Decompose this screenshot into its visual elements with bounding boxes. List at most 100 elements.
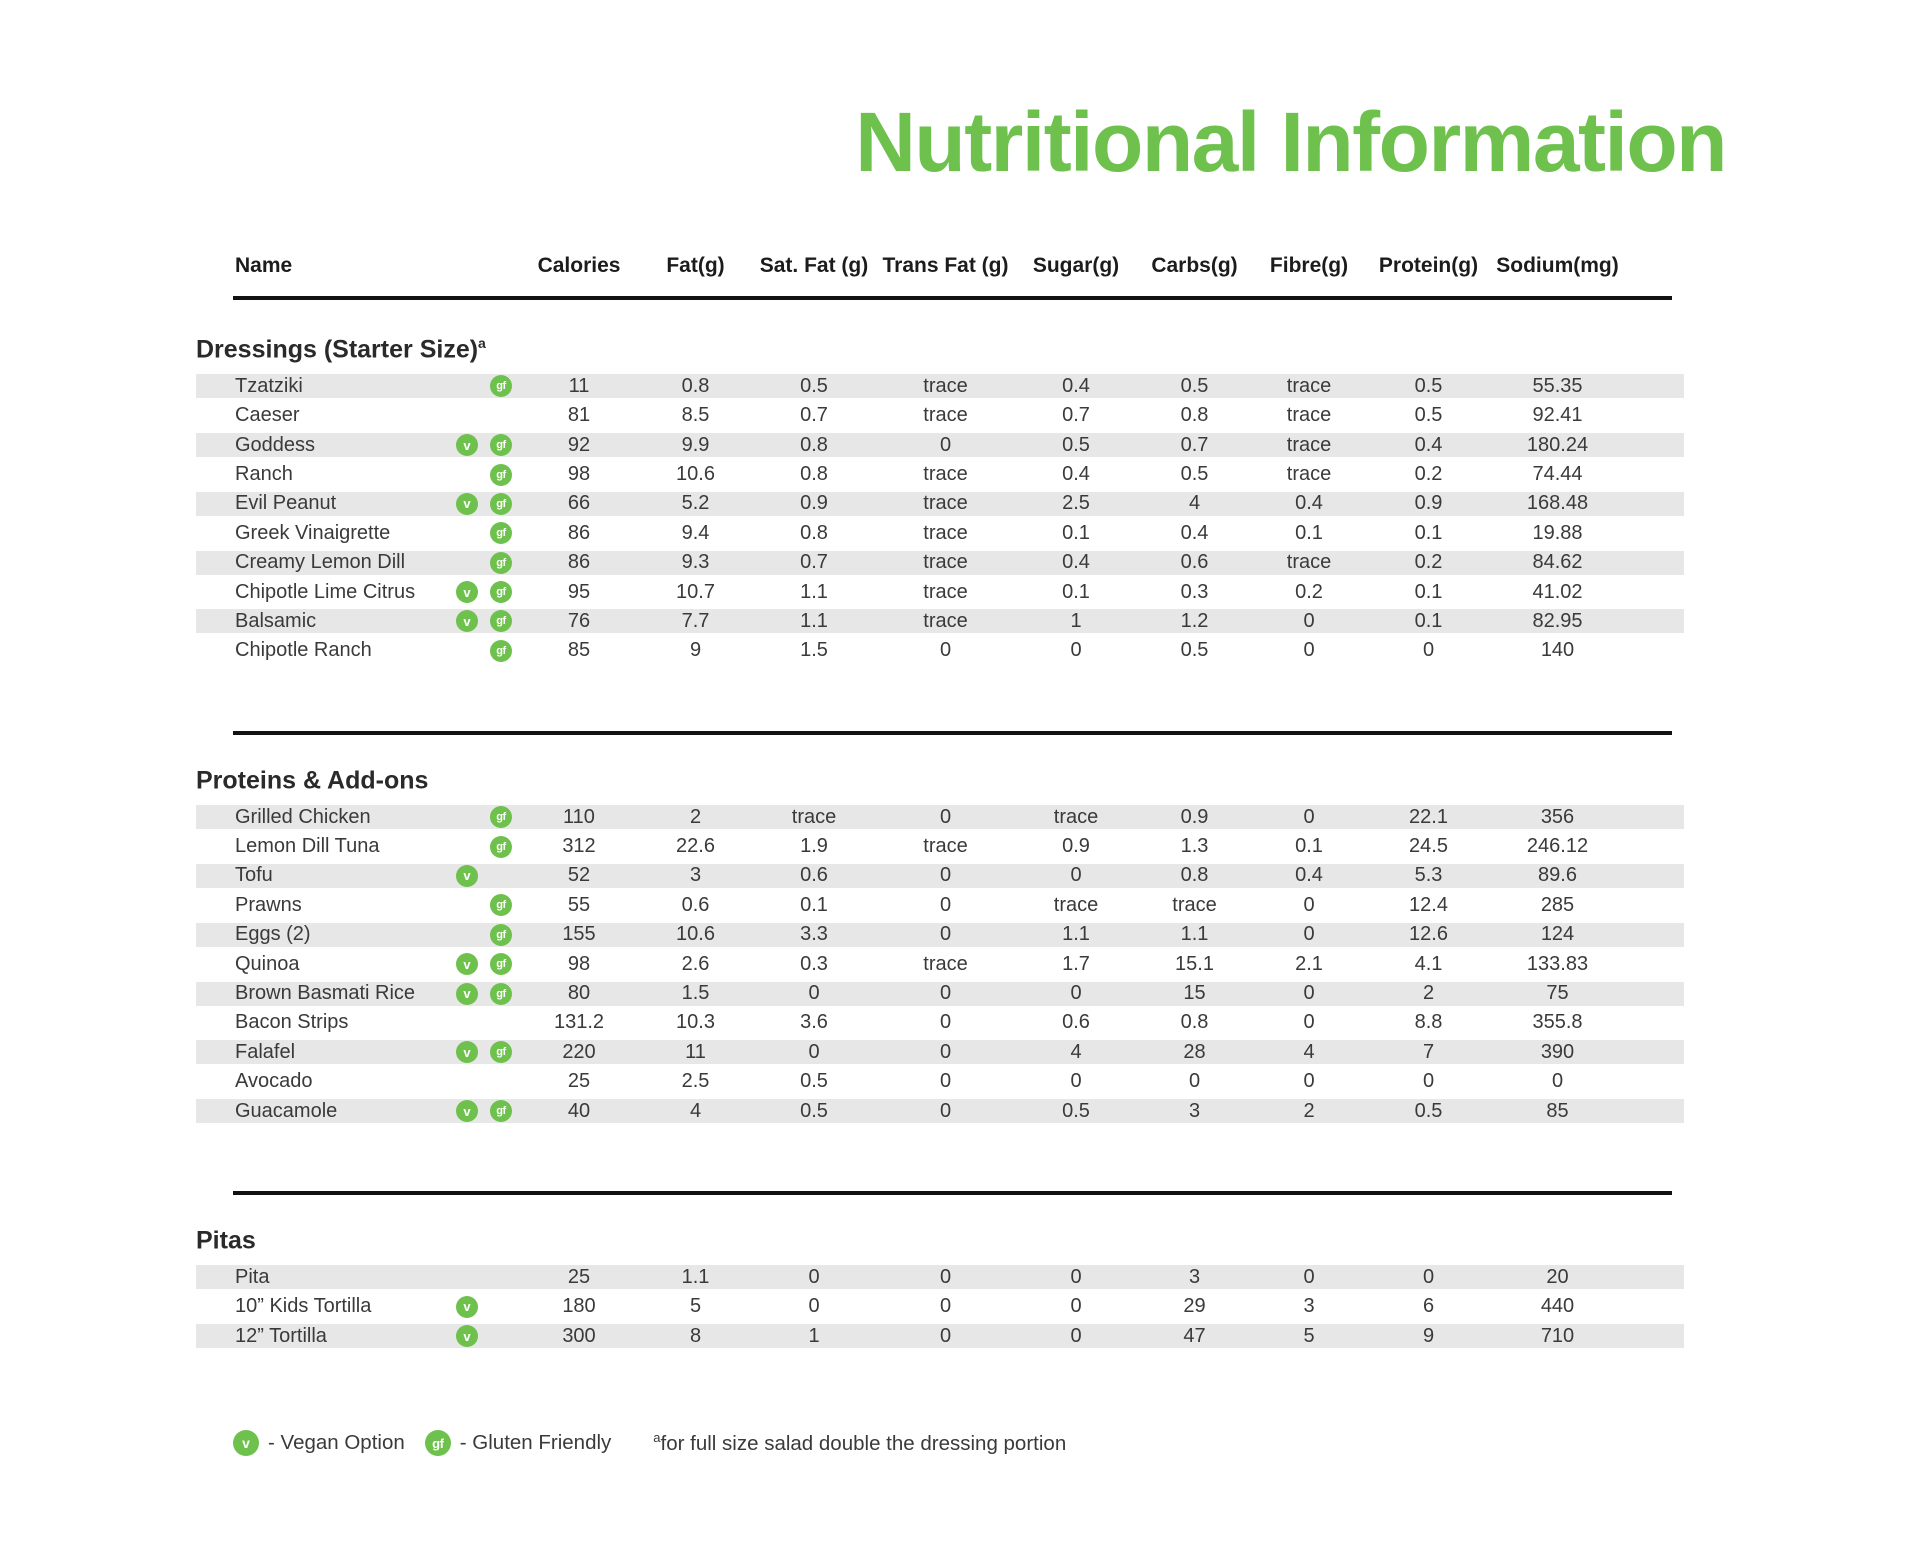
trans-fat-value: 0: [939, 893, 952, 916]
gluten-friendly-icon: gf: [490, 953, 512, 976]
item-name: Tofu: [235, 864, 273, 887]
sugar-value: 4: [1070, 1040, 1082, 1063]
sat-fat-value: 1.1: [800, 609, 828, 632]
sections: Dressings (Starter Size)a Tzatziki gf 11…: [196, 330, 1684, 1349]
item-name: Chipotle Ranch: [235, 639, 372, 662]
item-name: Eggs (2): [235, 923, 311, 946]
fibre-value: 0.4: [1295, 864, 1323, 887]
fibre-value: 0: [1303, 1070, 1315, 1093]
fibre-value: 0: [1303, 982, 1315, 1005]
header-divider: [233, 296, 1672, 300]
item-name: Grilled Chicken: [235, 805, 371, 828]
footnote-superscript: a: [653, 1430, 661, 1446]
sat-fat-value: 1.5: [800, 639, 828, 662]
trans-fat-value: trace: [923, 374, 968, 397]
sodium-value: 74.44: [1532, 463, 1583, 485]
carbs-value: 0.7: [1180, 433, 1209, 456]
item-name: Tzatziki: [235, 374, 303, 397]
trans-fat-value: 0: [939, 1295, 952, 1318]
fat-value: 8.5: [681, 404, 710, 427]
sugar-value: 0.4: [1062, 551, 1090, 574]
gluten-friendly-icon: gf: [490, 610, 512, 633]
sodium-value: 140: [1540, 639, 1575, 662]
trans-fat-value: 0: [939, 805, 952, 828]
table-section: Proteins & Add-ons Grilled Chicken gf 11…: [196, 730, 1684, 1124]
gluten-friendly-icon: gf: [490, 982, 512, 1005]
sat-fat-value: 0: [808, 1265, 820, 1288]
protein-value: 9: [1422, 1324, 1435, 1347]
item-name: Quinoa: [235, 952, 300, 975]
item-name: Caeser: [235, 404, 300, 427]
sodium-value: 75: [1546, 982, 1569, 1005]
fibre-value: trace: [1286, 551, 1332, 574]
trans-fat-value: 0: [939, 639, 952, 662]
sat-fat-value: 3.3: [800, 923, 828, 946]
trans-fat-value: 0: [939, 433, 952, 456]
sat-fat-value: trace: [791, 805, 837, 828]
gluten-friendly-icon-cell: gf: [484, 551, 518, 574]
gluten-legend-label: - Gluten Friendly: [459, 1431, 612, 1454]
carbs-value: 0.5: [1180, 374, 1209, 397]
vegan-icon: v: [456, 434, 478, 457]
table-row: Avocado 25 2.5 0.5 0 0 0 0 0 0: [196, 1070, 1684, 1094]
carbs-value: 28: [1183, 1040, 1206, 1063]
fibre-value: 0.4: [1295, 492, 1323, 515]
gluten-friendly-icon-cell: gf: [484, 375, 518, 398]
vegan-icon: v: [456, 610, 478, 633]
item-name: Chipotle Lime Citrus: [235, 580, 416, 603]
table-row: Prawns gf 55 0.6 0.1 0 trace trace 0 12.…: [196, 893, 1684, 917]
dressing-footnote: afor full size salad double the dressing…: [653, 1430, 1066, 1456]
sugar-value: 0.6: [1062, 1011, 1090, 1034]
calories-value: 86: [567, 551, 591, 574]
vegan-icon: v: [233, 1430, 259, 1456]
gluten-friendly-icon-cell: gf: [484, 835, 518, 858]
sugar-value: 0: [1070, 864, 1082, 887]
table-row: Lemon Dill Tuna gf 312 22.6 1.9 trace 0.…: [196, 835, 1684, 859]
fat-value: 10.6: [676, 463, 715, 485]
vegan-icon: v: [456, 1100, 478, 1123]
item-name: Brown Basmati Rice: [235, 982, 416, 1005]
sugar-value: 0: [1070, 639, 1082, 662]
gluten-friendly-icon: gf: [490, 434, 512, 457]
protein-value: 7: [1422, 1040, 1435, 1063]
fat-value: 10.3: [676, 1011, 715, 1034]
table-row: Brown Basmati Rice v gf 80 1.5 0 0 0 15 …: [196, 981, 1684, 1006]
carbs-value: trace: [1172, 893, 1217, 916]
calories-value: 131.2: [553, 1011, 605, 1034]
sat-fat-value: 0: [808, 1295, 820, 1318]
sat-fat-value: 0: [808, 982, 820, 1005]
sat-fat-value: 0.7: [800, 551, 828, 574]
sodium-value: 710: [1540, 1324, 1575, 1347]
table-row: Ranch gf 98 10.6 0.8 trace 0.4 0.5 trace…: [196, 463, 1684, 487]
carbs-value: 47: [1183, 1324, 1206, 1347]
table-row: Goddess v gf 92 9.9 0.8 0 0.5 0.7 trace …: [196, 433, 1684, 458]
protein-value: 0.1: [1414, 521, 1443, 544]
table-row: Greek Vinaigrette gf 86 9.4 0.8 trace 0.…: [196, 521, 1684, 545]
carbs-value: 0.4: [1180, 521, 1209, 544]
column-header-name: Name: [235, 254, 293, 277]
section-rows: Grilled Chicken gf 110 2 trace 0 trace 0…: [196, 805, 1684, 1124]
calories-value: 81: [567, 404, 591, 427]
calories-value: 76: [567, 609, 591, 632]
fibre-value: 0: [1303, 1265, 1315, 1288]
sat-fat-value: 0.8: [800, 433, 828, 456]
carbs-value: 3: [1188, 1099, 1201, 1122]
trans-fat-value: trace: [923, 492, 968, 515]
gluten-friendly-icon-cell: gf: [484, 581, 518, 604]
fat-value: 2.5: [681, 1070, 710, 1093]
protein-value: 0.5: [1414, 374, 1443, 397]
sat-fat-value: 0.8: [800, 463, 828, 485]
sodium-value: 92.41: [1532, 404, 1583, 427]
sat-fat-value: 1.1: [800, 580, 828, 603]
gluten-friendly-icon-cell: gf: [484, 1100, 518, 1123]
fat-value: 5: [689, 1295, 702, 1318]
gluten-friendly-icon-cell: gf: [484, 894, 518, 917]
trans-fat-value: 0: [939, 982, 952, 1005]
calories-value: 180: [562, 1295, 596, 1318]
item-name: Creamy Lemon Dill: [235, 551, 406, 574]
calories-value: 98: [567, 952, 591, 975]
fat-value: 9.9: [681, 433, 710, 456]
sodium-value: 124: [1540, 923, 1575, 946]
footnote-text: for full size salad double the dressing …: [660, 1431, 1067, 1455]
vegan-icon: v: [456, 492, 478, 515]
